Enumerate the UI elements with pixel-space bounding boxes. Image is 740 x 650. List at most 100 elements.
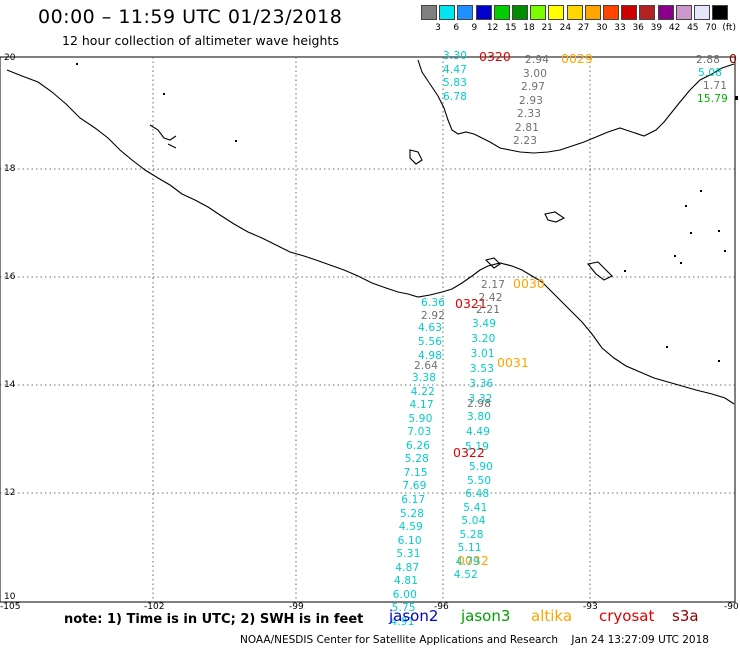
- color-scale-label: 6: [453, 23, 460, 33]
- coastline: [6, 59, 735, 405]
- color-swatch: [603, 5, 619, 20]
- wave-height-value: 3.30: [443, 50, 468, 62]
- wave-height-value: 3.38: [412, 372, 437, 384]
- wave-height-value: 2.33: [517, 108, 542, 120]
- wave-height-value: 2.42: [478, 291, 503, 304]
- note-text: note: 1) Time is in UTC; 2) SWH is in fe…: [64, 612, 364, 627]
- wave-height-value: 1.71: [703, 80, 728, 92]
- wave-height-value: 4.59: [398, 521, 423, 534]
- islands: [76, 63, 738, 362]
- wave-height-value: 15.79: [697, 93, 729, 105]
- wave-height-value: 6.78: [443, 90, 468, 103]
- wave-height-value: 2.17: [481, 279, 506, 291]
- pass-label: 0: [729, 51, 737, 66]
- wave-height-value: 5.83: [443, 77, 468, 89]
- wave-height-value: 6.00: [392, 588, 417, 601]
- color-swatch: [657, 5, 674, 20]
- graticule: [0, 57, 735, 602]
- wave-height-value: 2.97: [521, 81, 546, 93]
- wave-height-value: 4.22: [410, 385, 435, 398]
- lat-label-14: 14: [4, 380, 16, 390]
- color-scale-label: 21: [541, 23, 553, 33]
- wave-height-value: 7.69: [402, 480, 427, 493]
- lon-label-102: -102: [144, 602, 165, 612]
- wave-height-value: 7.03: [407, 426, 432, 439]
- color-swatch: [712, 5, 729, 20]
- wave-height-value: 4.49: [466, 426, 491, 438]
- color-swatch: [584, 5, 601, 20]
- color-scale-label: 33: [614, 23, 626, 33]
- lon-label-99: -99: [289, 602, 304, 612]
- wave-height-value: 2.94: [525, 54, 550, 66]
- wave-height-value: 4.79: [455, 555, 480, 568]
- wave-height-value: 4.91: [390, 615, 415, 628]
- lat-label-16: 16: [4, 272, 16, 282]
- pass-label: 0031: [497, 355, 529, 370]
- color-swatch: [512, 5, 528, 20]
- color-scale-label: 27: [577, 23, 590, 33]
- color-scale-label: 15: [505, 23, 517, 33]
- color-swatch: [493, 5, 510, 20]
- wave-height-value: 5.11: [457, 542, 482, 554]
- wave-height-value: 5.28: [459, 528, 484, 541]
- wave-height-value: 3.49: [472, 318, 497, 330]
- color-scale-label: 42: [668, 23, 681, 33]
- color-scale-label: 24: [559, 23, 572, 33]
- pass-label: 0030: [513, 276, 545, 291]
- pass-label: 0032: [457, 553, 489, 568]
- wave-height-value: 5.50: [467, 474, 492, 487]
- wave-height-value: 6.17: [401, 493, 426, 506]
- color-swatch: [639, 5, 656, 20]
- credit-and-timestamp: NOAA/NESDIS Center for Satellite Applica…: [240, 634, 709, 646]
- wave-height-value: 2.64: [414, 360, 439, 372]
- wave-height-value: 3.80: [467, 411, 492, 423]
- wave-height-value: 3.00: [523, 67, 548, 80]
- timestamp-text: Jan 24 13:27:09 UTC 2018: [571, 634, 709, 646]
- wave-height-value: 5.56: [418, 336, 443, 349]
- legend-s3a: s3a: [672, 607, 699, 625]
- color-swatch: [530, 5, 547, 20]
- wave-height-value: 5.90: [408, 412, 433, 425]
- wave-height-value: 4.81: [394, 575, 419, 588]
- wave-height-value: 4.87: [395, 561, 420, 574]
- lat-label-20: 20: [4, 53, 16, 63]
- lon-label-90: -90: [724, 602, 739, 612]
- wave-height-value: 5.90: [469, 461, 494, 473]
- color-scale-label: 70: [705, 23, 717, 33]
- wave-height-value: 4.17: [409, 399, 434, 412]
- wave-height-value: 2.23: [513, 135, 538, 147]
- legend-jason3: jason3: [461, 607, 511, 625]
- map-title: 00:00 – 11:59 UTC 01/23/2018: [38, 6, 343, 28]
- wave-height-value: 3.01: [470, 348, 495, 360]
- color-swatch: [548, 5, 565, 20]
- color-scale-label: 12: [486, 23, 499, 33]
- wave-height-value: 3.20: [471, 333, 496, 345]
- wave-height-value: 5.75: [391, 602, 416, 615]
- wave-height-value: 5.31: [396, 548, 421, 561]
- wave-height-value: 4.52: [453, 569, 478, 581]
- lat-label-10: 10: [4, 592, 16, 602]
- color-scale-label: (ft): [722, 23, 736, 33]
- lat-label-18: 18: [4, 164, 16, 174]
- color-swatch: [621, 5, 638, 20]
- wave-height-value: 3.36: [469, 378, 494, 390]
- map-frame: [0, 56, 736, 603]
- color-scale-label: 3: [435, 23, 441, 33]
- map-subtitle: 12 hour collection of altimeter wave hei…: [62, 33, 339, 48]
- wave-height-value: 4.98: [418, 350, 443, 363]
- wave-height-value: 5.19: [465, 441, 490, 453]
- color-scale-label: 30: [596, 23, 608, 33]
- legend-cryosat: cryosat: [599, 607, 655, 625]
- credit-text: NOAA/NESDIS Center for Satellite Applica…: [240, 634, 558, 646]
- legend-jason2: jason2: [389, 607, 439, 625]
- wave-height-value: 6.10: [397, 534, 422, 547]
- pass-label: 0322: [453, 445, 485, 460]
- color-scale-label: 45: [687, 23, 699, 33]
- wave-height-value: 5.28: [400, 507, 425, 520]
- color-swatch: [694, 5, 710, 20]
- wave-height-value: 2.93: [519, 94, 544, 107]
- wave-height-value: 2.92: [421, 310, 446, 322]
- lon-label-105: -105: [0, 602, 21, 612]
- lat-label-12: 12: [4, 488, 16, 498]
- wave-height-value: 7.15: [403, 466, 428, 479]
